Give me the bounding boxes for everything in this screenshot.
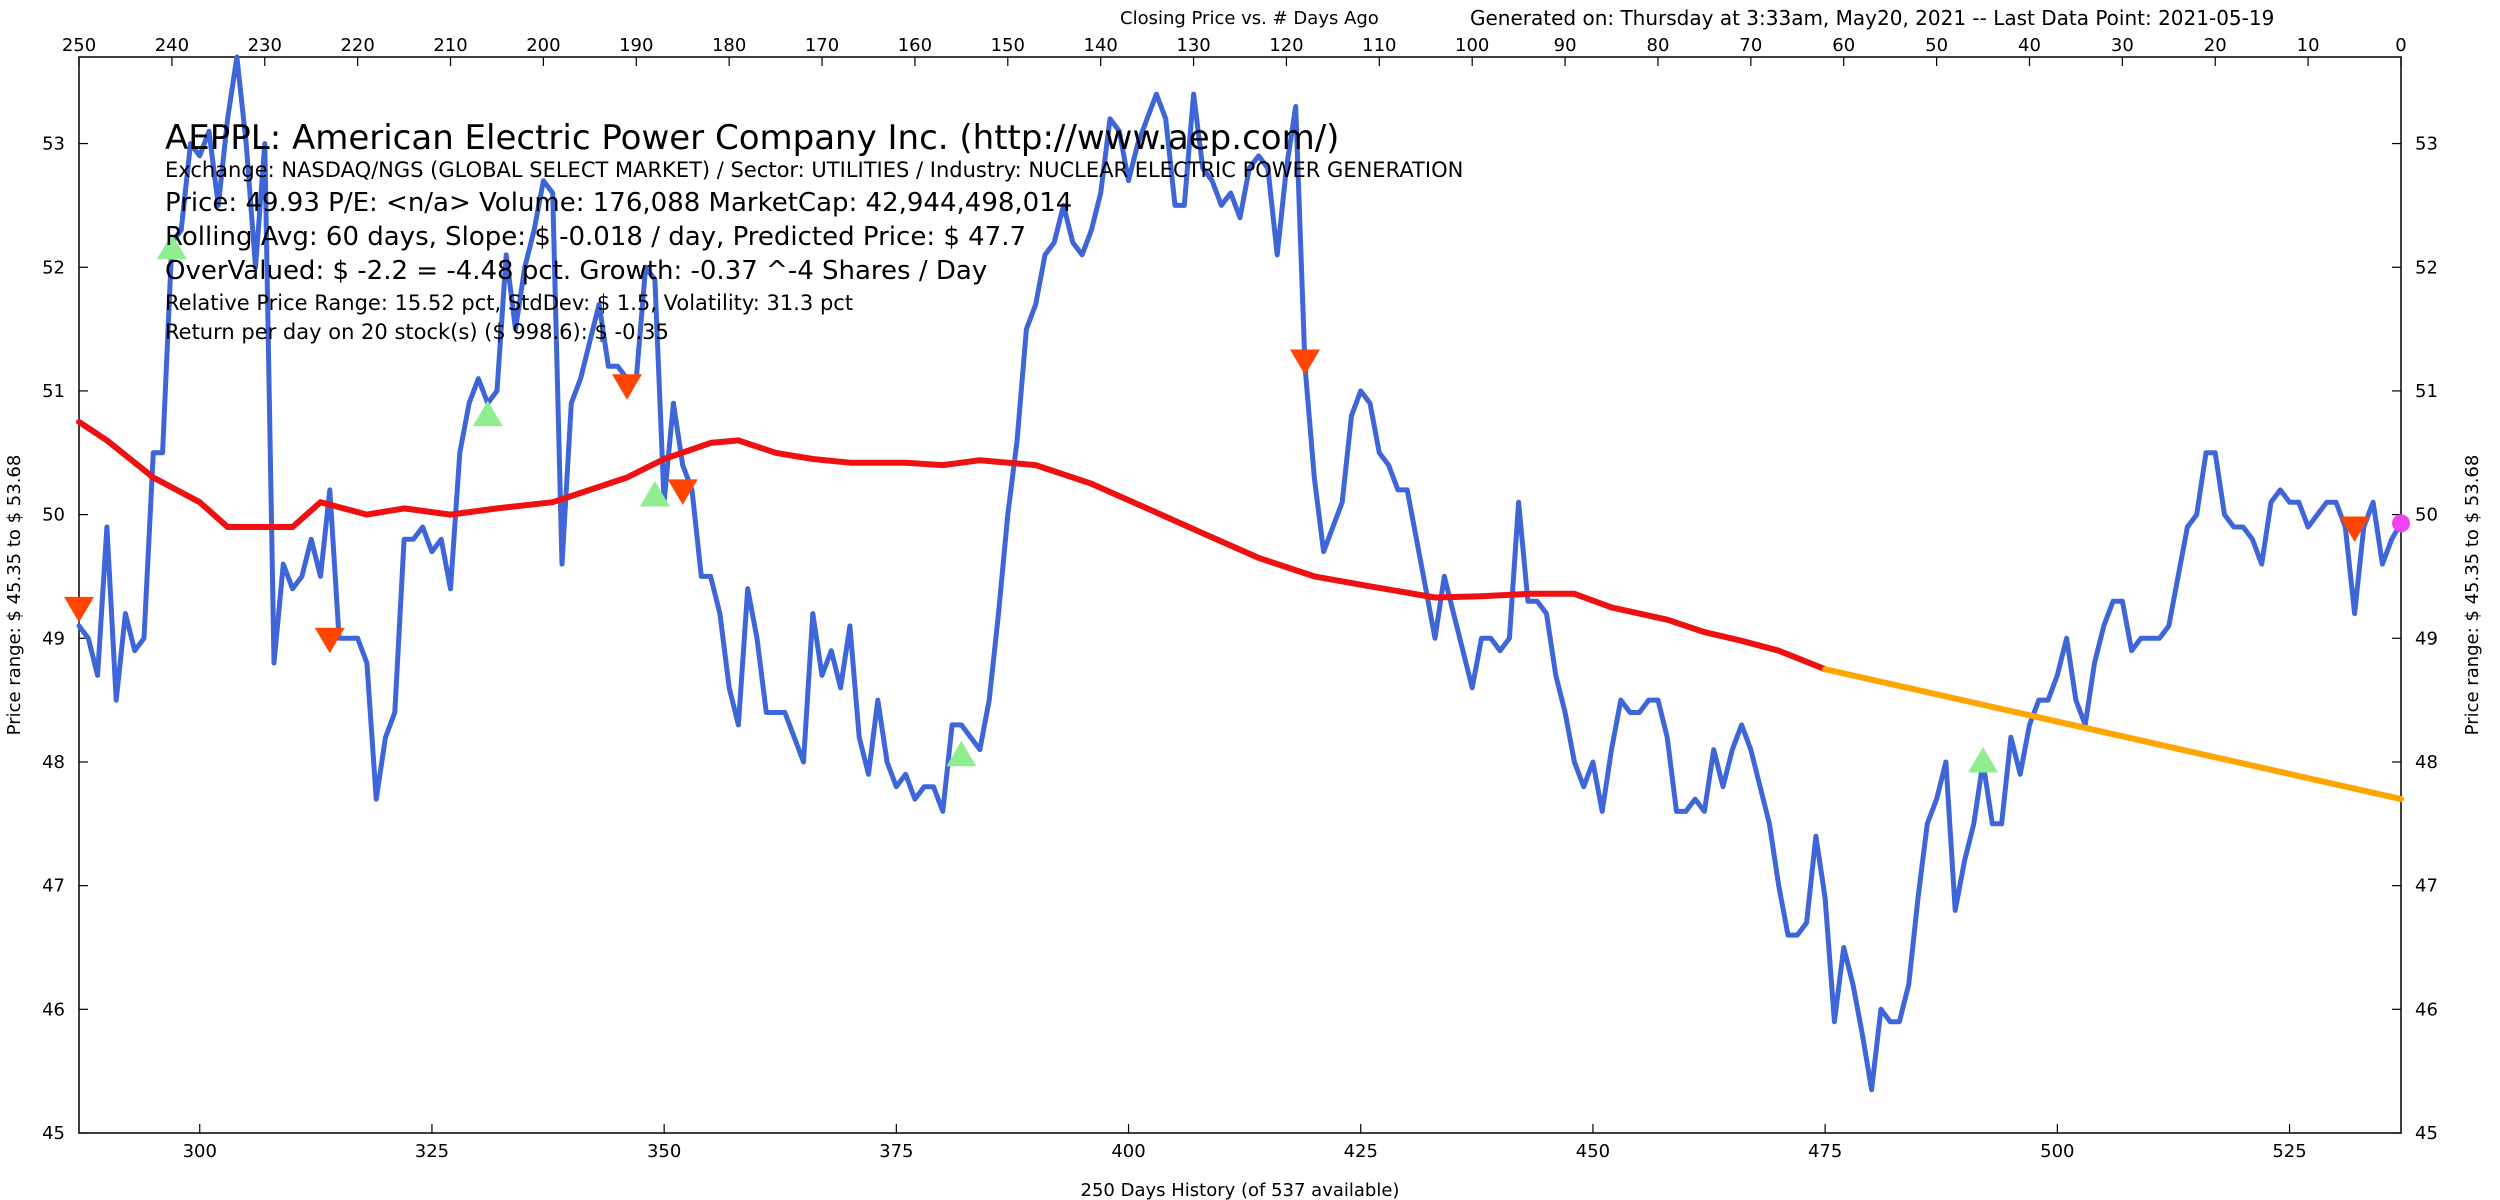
x2-tick-label: 50 (1925, 35, 1948, 56)
y-tick-label: 53 (42, 134, 65, 155)
x2-tick-label: 160 (898, 35, 932, 56)
x2-tick-label: 190 (619, 35, 653, 56)
x2-tick-label: 110 (1362, 35, 1396, 56)
x-tick-label: 375 (879, 1141, 913, 1162)
y-tick-label-right: 46 (2415, 999, 2438, 1020)
x2-tick-label: 200 (526, 35, 560, 56)
x-tick-label: 300 (183, 1141, 217, 1162)
price-info: Price: 49.93 P/E: <n/a> Volume: 176,088 … (165, 188, 1073, 218)
buy-marker (946, 740, 977, 767)
y-tick-label: 46 (42, 999, 65, 1020)
y-axis-label-left: Price range: $ 45.35 to $ 53.68 (4, 455, 25, 736)
sell-marker (611, 374, 642, 400)
x2-tick-label: 240 (155, 35, 189, 56)
x2-tick-label: 60 (1832, 35, 1855, 56)
x2-tick-label: 220 (340, 35, 374, 56)
x2-tick-label: 230 (248, 35, 282, 56)
y-tick-label-right: 45 (2415, 1123, 2438, 1144)
x-tick-label: 350 (647, 1141, 681, 1162)
generated-info: Generated on: Thursday at 3:33am, May20,… (1470, 6, 2275, 30)
y-tick-label-right: 48 (2415, 752, 2438, 773)
y-tick-label: 48 (42, 752, 65, 773)
x2-tick-label: 130 (1176, 35, 1210, 56)
x2-tick-label: 10 (2297, 35, 2320, 56)
x2-tick-label: 30 (2111, 35, 2134, 56)
x2-tick-label: 70 (1739, 35, 1762, 56)
buy-marker (472, 400, 503, 427)
y-tick-label: 50 (42, 505, 65, 526)
exchange-info: Exchange: NASDAQ/NGS (GLOBAL SELECT MARK… (165, 158, 1464, 182)
trade-markers (64, 233, 2410, 773)
buy-marker (639, 481, 670, 507)
x2-tick-label: 180 (712, 35, 746, 56)
sell-marker (2339, 516, 2370, 542)
y-tick-label-right: 47 (2415, 876, 2438, 897)
x-tick-label: 400 (1111, 1141, 1145, 1162)
y-tick-label: 45 (42, 1123, 65, 1144)
return-info: Return per day on 20 stock(s) ($ 998.6):… (165, 320, 669, 344)
x-tick-label: 500 (2040, 1141, 2074, 1162)
x-tick-label: 425 (1344, 1141, 1378, 1162)
rolling-avg-info: Rolling Avg: 60 days, Slope: $ -0.018 / … (165, 222, 1027, 252)
plot-frame (78, 56, 2402, 1134)
x2-tick-label: 0 (2395, 35, 2406, 56)
stock-title: AEPPL: American Electric Power Company I… (165, 118, 1340, 158)
price-line (76, 54, 2404, 1093)
current-price-marker (2392, 514, 2410, 533)
y-axis-label-right: Price range: $ 45.35 to $ 53.68 (2462, 455, 2483, 736)
price-range-info: Relative Price Range: 15.52 pct, StdDev:… (165, 291, 854, 315)
x2-tick-label: 20 (2204, 35, 2227, 56)
x2-tick-label: 140 (1084, 35, 1118, 56)
x2-tick-label: 120 (1269, 35, 1303, 56)
x-tick-label: 525 (2272, 1141, 2306, 1162)
buy-marker (1968, 746, 1999, 773)
x2-tick-label: 100 (1455, 35, 1489, 56)
x-tick-label: 325 (415, 1141, 449, 1162)
overvalued-info: OverValued: $ -2.2 = -4.48 pct. Growth: … (165, 256, 988, 286)
x2-tick-label: 210 (433, 35, 467, 56)
y-tick-label: 52 (42, 257, 65, 278)
x2-tick-label: 250 (62, 35, 96, 56)
x2-tick-label: 40 (2018, 35, 2041, 56)
y-tick-label: 47 (42, 876, 65, 897)
y-tick-label-right: 52 (2415, 257, 2438, 278)
projection-line (1822, 666, 2404, 803)
sell-marker (667, 479, 698, 505)
sell-marker (1290, 349, 1321, 376)
x2-tick-label: 80 (1647, 35, 1670, 56)
sell-marker (64, 596, 94, 623)
x-axis-label: 250 Days History (of 537 available) (1081, 1180, 1400, 1200)
y-tick-label-right: 50 (2415, 505, 2438, 526)
series-lines (76, 54, 2404, 1093)
y-tick-label: 49 (42, 628, 65, 649)
chart-caption: Closing Price vs. # Days Ago (1120, 8, 1379, 29)
y-tick-label-right: 49 (2415, 628, 2438, 649)
y-tick-label-right: 53 (2415, 134, 2438, 155)
y-tick-label: 51 (42, 381, 65, 402)
sell-marker (314, 627, 345, 654)
rolling-avg-line (76, 418, 1829, 673)
buy-marker (156, 233, 187, 260)
y-tick-label-right: 51 (2415, 381, 2438, 402)
x-tick-label: 450 (1576, 1141, 1610, 1162)
x-tick-label: 475 (1808, 1141, 1842, 1162)
x2-tick-label: 170 (805, 35, 839, 56)
x2-tick-label: 90 (1554, 35, 1577, 56)
x2-tick-label: 150 (991, 35, 1025, 56)
